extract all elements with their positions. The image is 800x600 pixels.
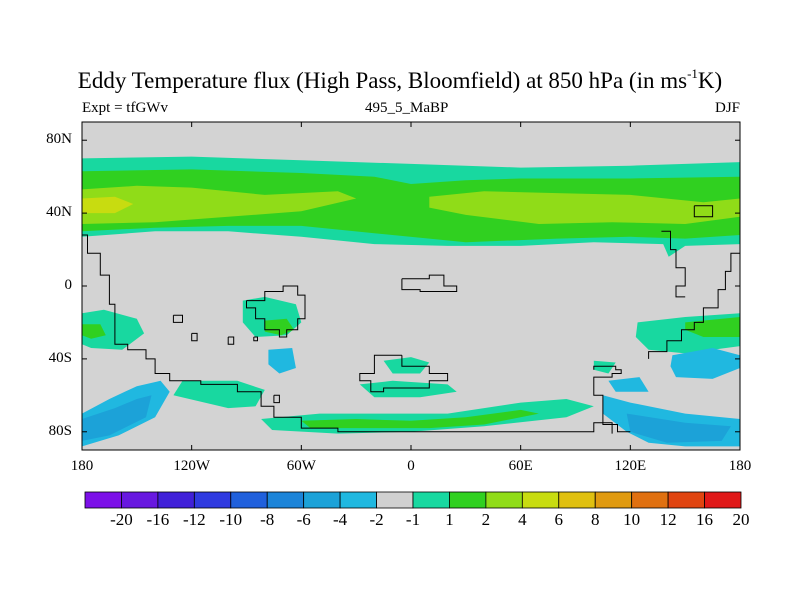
- colorbar-box-3: [193, 491, 232, 509]
- colorbar-label: -10: [219, 510, 243, 529]
- y-tick-label: 40N: [46, 204, 72, 221]
- y-tick-label: 80N: [46, 131, 72, 148]
- flux-contour-2: [82, 169, 740, 243]
- colorbar-label: 4: [518, 510, 527, 529]
- y-tick-label: 0: [64, 277, 73, 293]
- colorbar-label: 16: [696, 510, 714, 529]
- flux-contour-11: [359, 380, 457, 398]
- flux-contour-24: [608, 377, 649, 392]
- colorbar: [84, 491, 742, 509]
- colorbar-box-15: [631, 491, 669, 509]
- case-label: 495_5_MaBP: [365, 100, 449, 116]
- colorbar-label: -1: [405, 510, 421, 529]
- coastline-6: [593, 365, 631, 433]
- title-main: Eddy Temperature flux (High Pass, Bloomf…: [77, 68, 688, 93]
- x-tick-label: 120E: [614, 458, 647, 474]
- coastline-5: [401, 274, 458, 292]
- coastline-11: [191, 332, 198, 342]
- flux-contour-19: [82, 395, 152, 441]
- colorbar-box-7: [339, 491, 377, 509]
- coastline-12: [227, 336, 235, 345]
- coastline-7: [648, 252, 740, 359]
- colorbar-box-10: [449, 491, 487, 509]
- x-tick-label: 180: [728, 458, 752, 474]
- colorbar-box-14: [594, 491, 633, 509]
- coastline-13: [273, 394, 280, 404]
- colorbar-label: -20: [110, 510, 133, 529]
- flux-contour-14: [593, 360, 616, 374]
- colorbar-label: -6: [296, 510, 311, 529]
- coastline-2: [246, 285, 306, 338]
- colorbar-label: 6: [554, 510, 564, 529]
- flux-contour-22: [626, 413, 731, 443]
- coastline-8: [661, 230, 686, 298]
- colorbar-box-4: [230, 491, 268, 509]
- colorbar-box-6: [303, 491, 341, 509]
- colorbar-box-2: [157, 491, 195, 509]
- experiment-label: Expt = tfGWv: [82, 100, 168, 116]
- flux-contour-23: [670, 348, 740, 379]
- colorbar-box-16: [667, 491, 705, 509]
- colorbar-label: 2: [481, 510, 491, 529]
- colorbar-box-1: [121, 491, 159, 509]
- colorbar-label: 20: [732, 510, 750, 529]
- x-tick-label: 60W: [286, 458, 316, 474]
- flux-contour-4: [429, 191, 740, 224]
- colorbar-label: -12: [182, 510, 206, 529]
- flux-contour-20: [268, 348, 296, 374]
- colorbar-box-5: [266, 491, 305, 509]
- colorbar-label: 12: [659, 510, 677, 529]
- colorbar-label: 10: [623, 510, 641, 529]
- flux-contour-10: [383, 357, 430, 374]
- x-tick-label: 120W: [173, 458, 210, 474]
- colorbar-box-8: [376, 491, 414, 509]
- flux-contour-7: [82, 324, 106, 339]
- flux-field: [82, 122, 740, 450]
- flux-contour-17: [301, 409, 539, 429]
- flux-contour-6: [82, 309, 145, 350]
- colorbar-label: -16: [146, 510, 170, 529]
- colorbar-box-11: [485, 491, 523, 509]
- colorbar-label: -8: [260, 510, 275, 529]
- season-label: DJF: [714, 100, 740, 116]
- coastline-1: [82, 234, 613, 434]
- colorbar-box-9: [412, 491, 450, 509]
- coastlines: [82, 205, 740, 434]
- colorbar-label: 8: [590, 510, 600, 529]
- axis-ticks: [81, 122, 741, 450]
- x-tick-label: 180: [70, 458, 94, 474]
- coastline-10: [172, 314, 183, 323]
- y-tick-label: 80S: [48, 422, 72, 439]
- title-tail: K): [697, 68, 723, 93]
- coastline-4: [359, 354, 449, 393]
- coastline-3: [253, 336, 258, 342]
- flux-contour-5: [82, 196, 134, 214]
- colorbar-box-17: [704, 491, 742, 509]
- colorbar-label: -4: [333, 510, 348, 529]
- flux-contour-15: [173, 380, 265, 409]
- colorbar-label: -2: [369, 510, 384, 529]
- colorbar-box-0: [84, 491, 122, 509]
- coastline-9: [693, 205, 714, 218]
- y-tick-label: 40S: [48, 349, 72, 366]
- flux-contour-3: [82, 185, 357, 224]
- chart-title: Eddy Temperature flux (High Pass, Bloomf…: [0, 66, 800, 94]
- title-superscript: -1: [687, 66, 698, 81]
- colorbar-label: 1: [445, 510, 454, 529]
- x-tick-label: 60E: [508, 458, 533, 474]
- colorbar-box-13: [558, 491, 596, 509]
- colorbar-box-12: [521, 491, 560, 509]
- x-tick-label: 0: [407, 458, 415, 474]
